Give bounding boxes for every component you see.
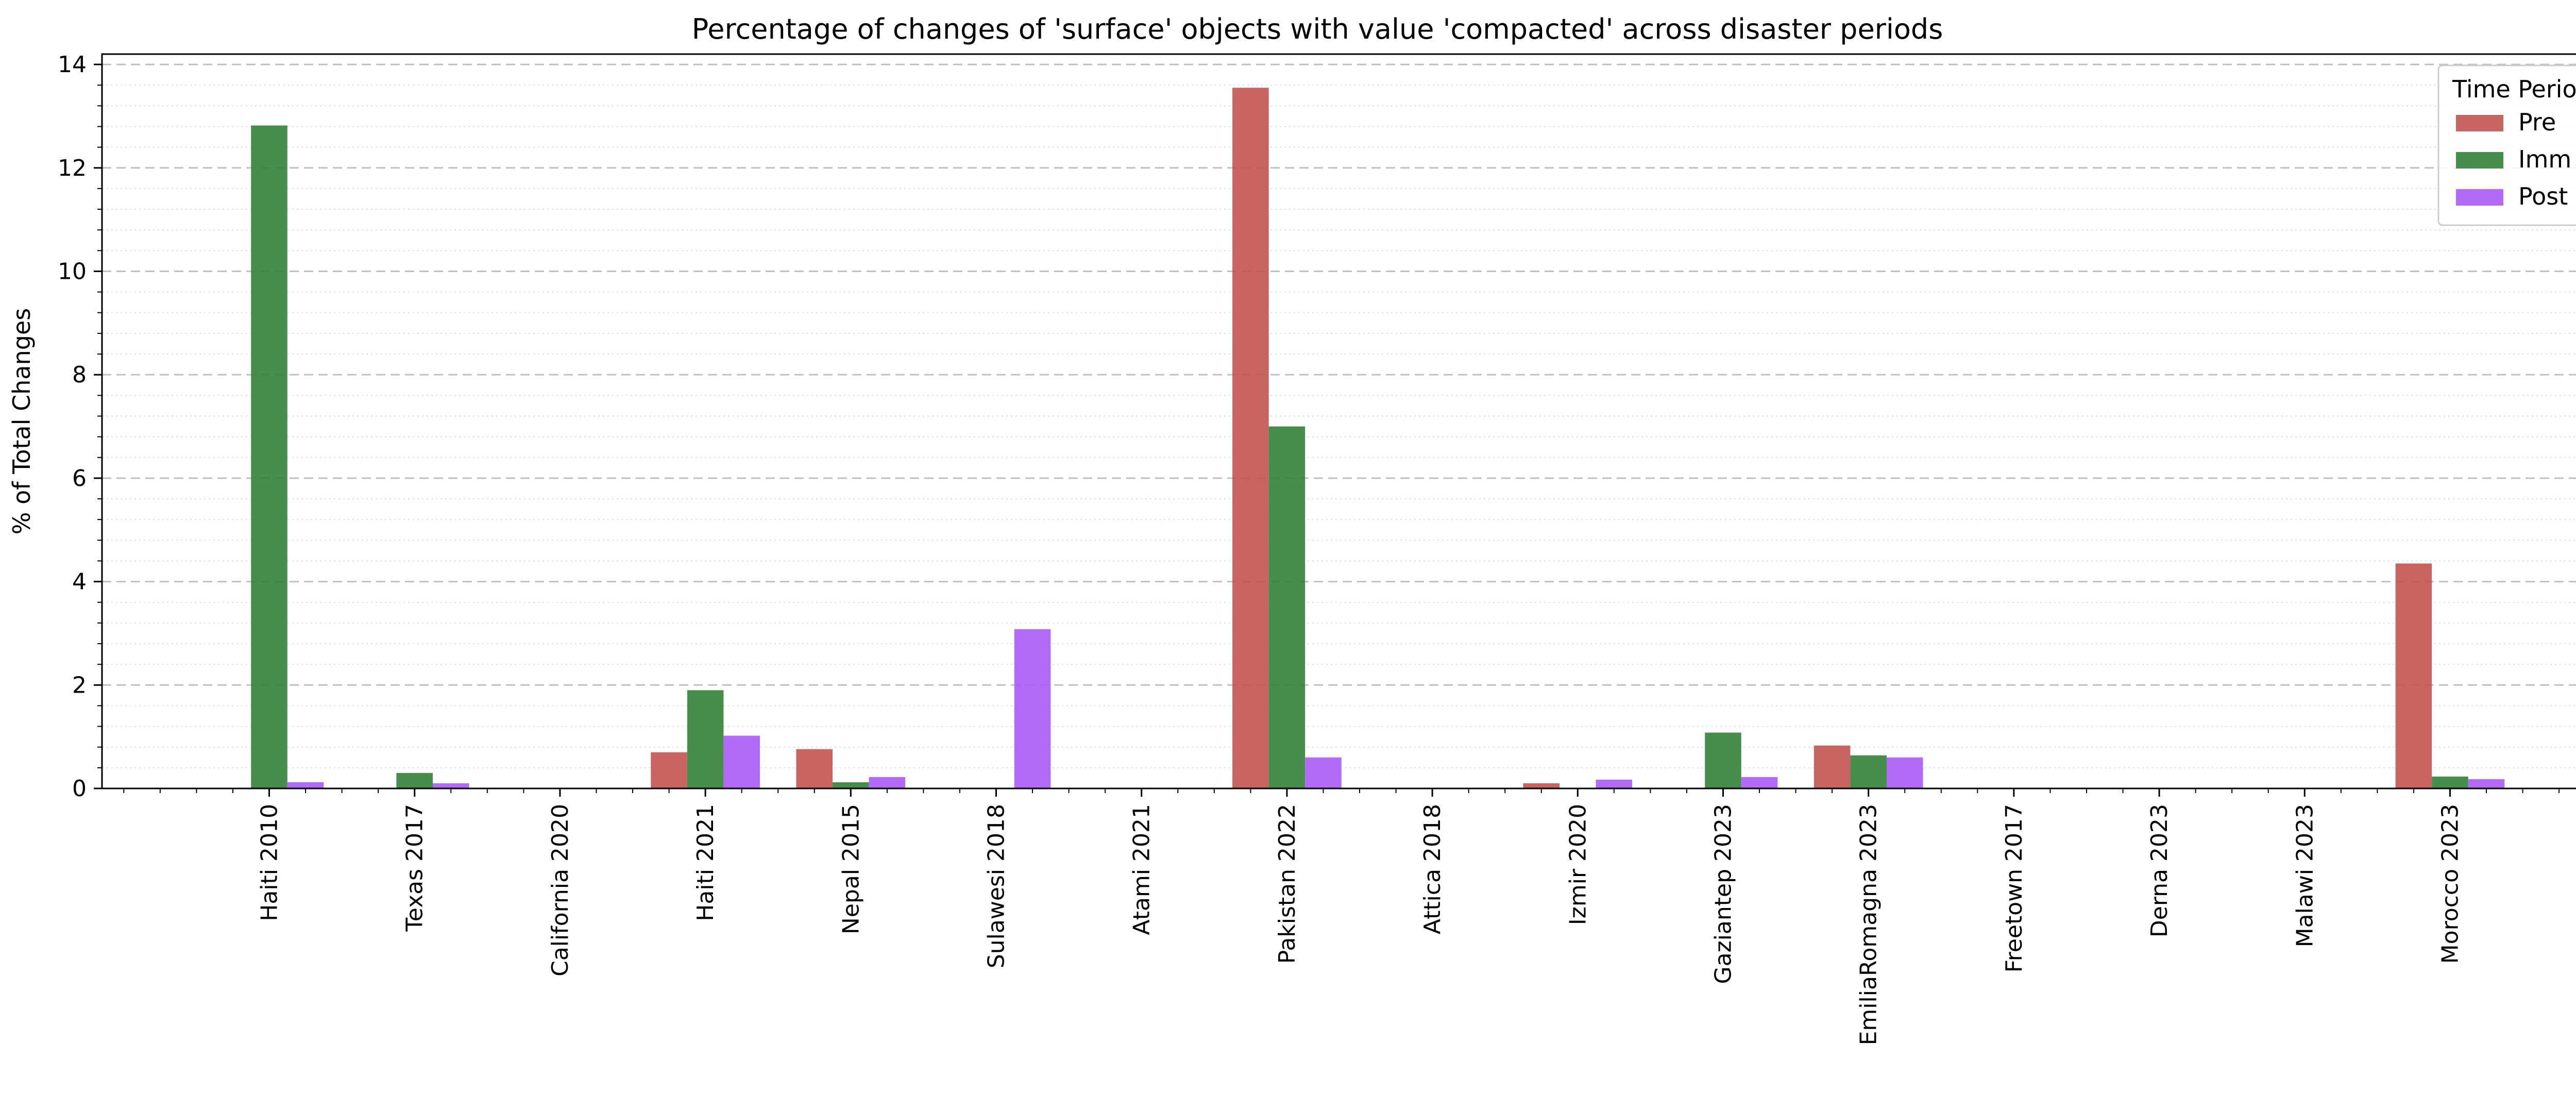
bar-imm	[1850, 755, 1887, 788]
x-tick-label: Derna 2023	[2146, 804, 2173, 937]
x-tick-label: Texas 2017	[402, 804, 428, 932]
y-axis-label: % of Total Changes	[8, 308, 36, 534]
bar-pre	[2395, 563, 2432, 788]
y-tick-label: 6	[72, 465, 87, 492]
x-tick-label: Gaziantep 2023	[1710, 804, 1736, 984]
bar-imm	[833, 782, 869, 788]
bar-pre	[1523, 783, 1560, 788]
legend-swatch-pre	[2456, 115, 2503, 131]
x-tick-label: Haiti 2021	[692, 804, 719, 921]
x-tick-label: Atami 2021	[1129, 804, 1155, 935]
y-tick-label: 14	[58, 52, 87, 78]
x-tick-label: Haiti 2010	[257, 804, 283, 921]
bar-imm	[687, 690, 724, 788]
legend-title: Time Period	[2452, 75, 2576, 103]
legend-label-pre: Pre	[2518, 108, 2556, 136]
x-tick-label: Nepal 2015	[838, 804, 864, 934]
legend: Time Period Pre Imm Post	[2437, 64, 2576, 226]
y-tick-label: 10	[58, 258, 87, 284]
plot-frame	[101, 53, 2576, 789]
bar-post	[1305, 757, 1342, 788]
y-tick-label: 8	[72, 362, 87, 388]
bar-post	[2468, 779, 2505, 788]
bar-post	[869, 777, 906, 788]
bar-pre	[1814, 745, 1851, 788]
x-tick-label: Malawi 2023	[2292, 804, 2318, 947]
bar-post	[287, 782, 324, 788]
legend-swatch-imm	[2456, 152, 2503, 169]
legend-box	[2437, 64, 2576, 226]
legend-label-imm: Imm	[2518, 145, 2571, 173]
bar-post	[1596, 779, 1633, 788]
x-tick-label: California 2020	[547, 804, 573, 977]
bar-post	[1014, 629, 1051, 788]
bar-post	[1886, 757, 1923, 788]
y-tick-label: 2	[72, 672, 87, 698]
bar-imm	[251, 125, 287, 788]
bar-pre	[1232, 88, 1269, 788]
bar-post	[723, 735, 760, 788]
legend-swatch-post	[2456, 189, 2503, 206]
chart-title: Percentage of changes of 'surface' objec…	[692, 13, 1943, 45]
legend-label-post: Post	[2518, 182, 2568, 210]
bar-post	[432, 783, 469, 788]
bar-imm	[396, 772, 433, 788]
x-tick-label: Morocco 2023	[2437, 804, 2463, 964]
y-tick-label: 0	[72, 776, 87, 802]
x-tick-label: Freetown 2017	[2001, 804, 2027, 972]
x-tick-label: Attica 2018	[1419, 804, 1446, 934]
bars	[251, 88, 2505, 788]
x-tick-label: Pakistan 2022	[1274, 804, 1300, 964]
x-axis: Haiti 2010 Texas 2017 California 2020 Haiti…	[123, 788, 2560, 1045]
grid-lines	[102, 63, 2576, 768]
y-tick-label: 12	[58, 155, 87, 181]
y-tick-label: 4	[72, 569, 87, 595]
bar-imm	[2432, 776, 2468, 788]
y-axis: 0 2 4 6 8 10 12 14	[58, 52, 102, 802]
x-tick-label: Izmir 2020	[1565, 804, 1591, 925]
bar-pre	[796, 749, 833, 788]
bar-imm	[1268, 426, 1306, 788]
x-tick-label: EmiliaRomagna 2023	[1856, 804, 1882, 1045]
bar-imm	[1705, 732, 1741, 788]
x-tick-label: Sulawesi 2018	[984, 804, 1010, 968]
bar-post	[1741, 777, 1778, 788]
bar-pre	[651, 752, 687, 788]
